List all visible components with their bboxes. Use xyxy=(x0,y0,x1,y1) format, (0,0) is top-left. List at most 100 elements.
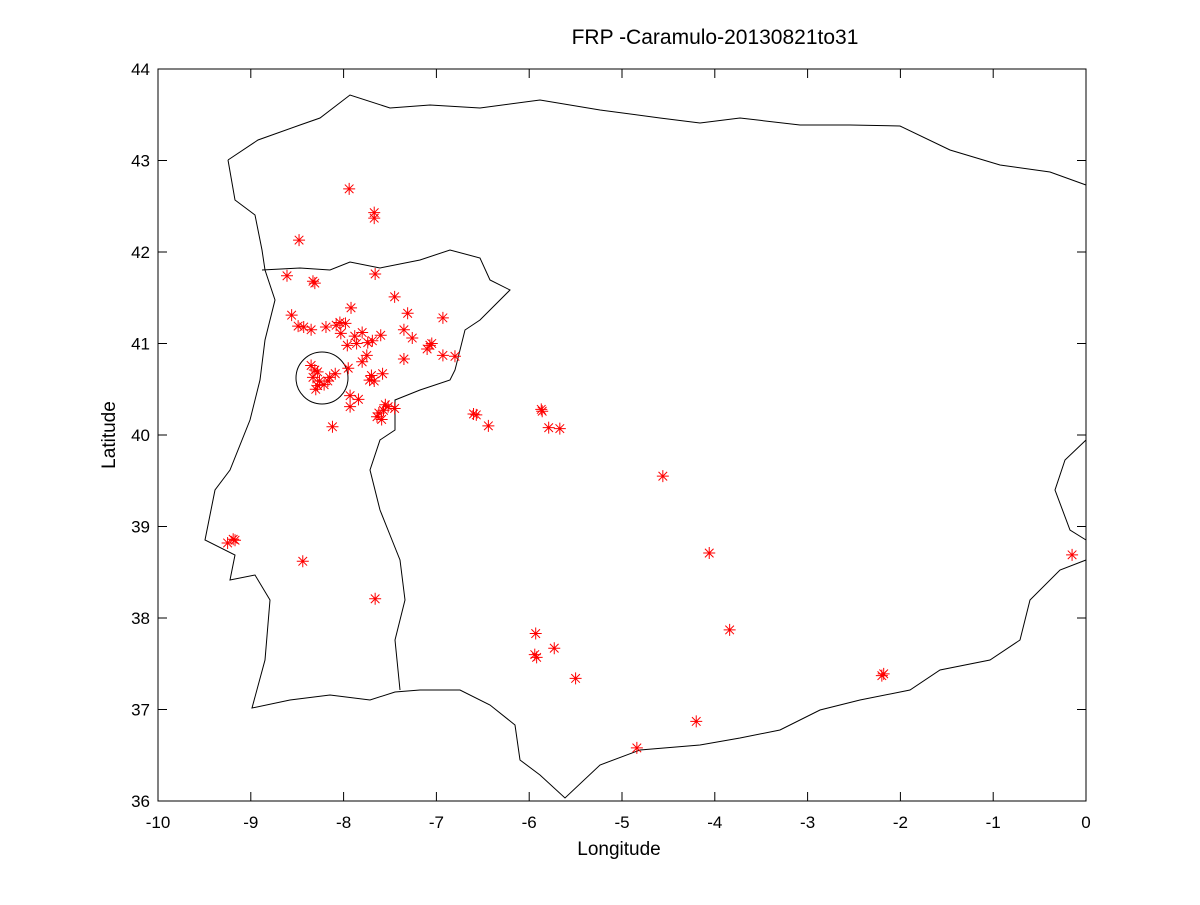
fire-point xyxy=(293,234,306,247)
fire-point xyxy=(690,715,703,728)
fire-point xyxy=(308,364,321,377)
fire-point xyxy=(342,362,355,375)
fire-point xyxy=(227,533,240,546)
fire-point xyxy=(372,407,385,420)
fire-point xyxy=(425,337,438,350)
fire-point xyxy=(305,359,318,372)
fire-point xyxy=(375,413,388,426)
x-tick-label: -4 xyxy=(707,813,722,832)
x-axis-label: Longitude xyxy=(577,839,660,860)
fire-point xyxy=(329,367,342,380)
fire-point xyxy=(401,307,414,320)
fire-point xyxy=(388,290,401,303)
fire-point xyxy=(344,389,357,402)
y-tick-label: 39 xyxy=(131,518,150,537)
fire-point xyxy=(363,374,376,387)
fire-point xyxy=(313,375,326,388)
y-tick-label: 36 xyxy=(131,792,150,811)
fire-point xyxy=(397,323,410,336)
fire-point xyxy=(529,627,542,640)
fire-point xyxy=(379,398,392,411)
fire-point xyxy=(350,337,363,350)
y-tick-label: 38 xyxy=(131,609,150,628)
fire-point xyxy=(344,400,357,413)
fire-point xyxy=(1066,548,1079,561)
fire-point xyxy=(436,349,449,362)
fire-point xyxy=(448,350,461,363)
x-tick-label: -10 xyxy=(146,813,171,832)
location-circle xyxy=(295,351,349,405)
fire-point xyxy=(548,642,561,655)
fire-point xyxy=(467,407,480,420)
fire-point xyxy=(536,405,549,418)
fire-point xyxy=(311,379,324,392)
fire-point xyxy=(311,365,324,378)
fire-point xyxy=(296,555,309,568)
fire-point xyxy=(630,741,643,754)
fire-point xyxy=(323,371,336,384)
fire-point xyxy=(352,393,365,406)
island-coast xyxy=(1054,439,1087,541)
fire-point xyxy=(343,182,356,195)
fire-point xyxy=(368,212,381,225)
fire-point xyxy=(397,353,410,366)
border xyxy=(261,249,511,691)
fire-point xyxy=(553,422,566,435)
y-tick-label: 41 xyxy=(131,335,150,354)
x-tick-label: 0 xyxy=(1081,813,1090,832)
x-tick-label: -6 xyxy=(522,813,537,832)
coastline xyxy=(227,94,1087,186)
fire-point xyxy=(360,349,373,362)
fire-point xyxy=(361,336,374,349)
y-tick-label: 42 xyxy=(131,243,150,262)
y-tick-label: 43 xyxy=(131,152,150,171)
x-tick-label: -2 xyxy=(893,813,908,832)
fire-point xyxy=(308,277,321,290)
fire-point xyxy=(569,672,582,685)
fire-point xyxy=(388,402,401,415)
fire-point xyxy=(382,400,395,413)
coastline xyxy=(204,159,1087,799)
fire-point xyxy=(330,319,343,332)
x-tick-label: -7 xyxy=(429,813,444,832)
x-tick-label: -1 xyxy=(986,813,1001,832)
fire-point xyxy=(356,355,369,368)
y-tick-label: 40 xyxy=(131,426,150,445)
fire-point xyxy=(470,408,483,421)
y-tick-label: 44 xyxy=(131,60,150,79)
fire-point xyxy=(368,375,381,388)
fire-point xyxy=(339,317,352,330)
fire-point xyxy=(341,339,354,352)
fire-point xyxy=(309,383,322,396)
y-axis-label: Latitude xyxy=(99,401,120,469)
plot-area xyxy=(157,68,1087,802)
fire-point xyxy=(285,309,298,322)
fire-point xyxy=(221,536,234,549)
fire-point xyxy=(542,421,555,434)
fire-point xyxy=(482,419,495,432)
fire-point xyxy=(703,547,716,560)
x-tick-label: -5 xyxy=(614,813,629,832)
fire-point xyxy=(334,327,347,340)
fire-point xyxy=(366,334,379,347)
fire-point xyxy=(877,667,890,680)
fire-point xyxy=(371,410,384,423)
y-tick-label: 37 xyxy=(131,701,150,720)
fire-point xyxy=(723,623,736,636)
fire-point xyxy=(377,404,390,417)
fire-point xyxy=(365,369,378,382)
fire-point xyxy=(376,367,389,380)
fire-point xyxy=(406,332,419,345)
fire-point xyxy=(356,326,369,339)
fire-point xyxy=(369,592,382,605)
fire-point xyxy=(530,651,543,664)
fire-point xyxy=(535,403,548,416)
fire-point xyxy=(280,269,293,282)
fire-point xyxy=(292,320,305,333)
fire-point xyxy=(319,321,332,334)
fire-point xyxy=(528,648,541,661)
fire-point xyxy=(333,316,346,329)
